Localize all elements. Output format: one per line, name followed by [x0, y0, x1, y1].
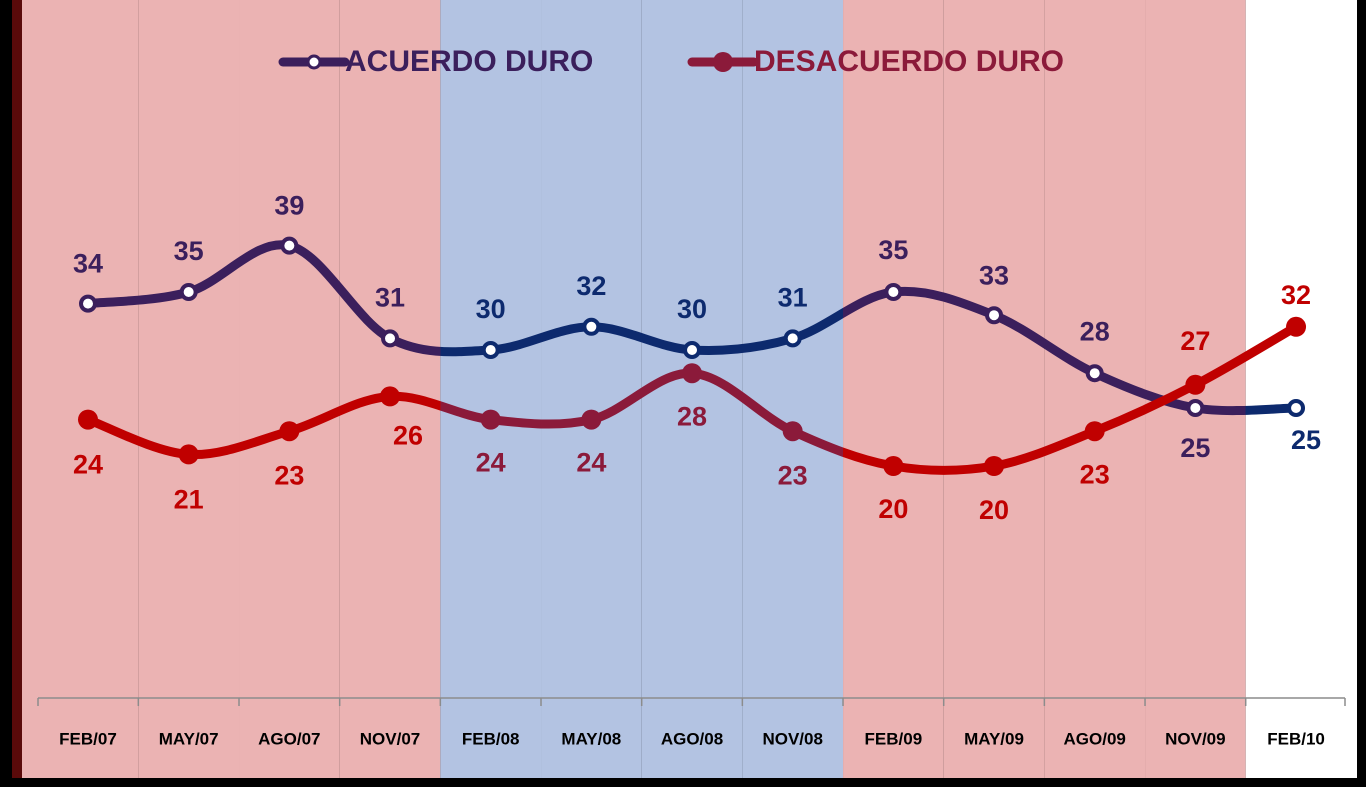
data-label: 28 — [677, 401, 707, 431]
legend-label: DESACUERDO DURO — [754, 45, 1064, 78]
point — [1084, 421, 1105, 442]
point — [683, 341, 702, 359]
point — [179, 283, 198, 301]
point — [280, 236, 299, 255]
data-label: 25 — [1180, 433, 1210, 463]
point — [1185, 374, 1206, 395]
data-label: 23 — [1080, 459, 1110, 489]
point — [481, 341, 500, 359]
point — [984, 456, 1005, 476]
point — [985, 306, 1004, 325]
band — [843, 0, 944, 778]
point — [1287, 399, 1306, 417]
data-label: 20 — [878, 494, 908, 524]
point — [79, 294, 97, 313]
point — [782, 421, 803, 442]
x-tick-label: AGO/08 — [661, 729, 723, 748]
point — [883, 456, 904, 476]
point — [1085, 364, 1104, 383]
x-tick-label: AGO/09 — [1064, 729, 1126, 748]
data-label: 31 — [778, 283, 808, 313]
data-label: 23 — [778, 460, 808, 490]
data-label: 30 — [677, 294, 707, 324]
band — [440, 0, 542, 778]
point — [884, 283, 903, 301]
point — [1286, 316, 1307, 337]
data-label: 23 — [274, 460, 304, 490]
x-tick-label: NOV/09 — [1165, 729, 1225, 748]
data-label: 32 — [576, 271, 606, 301]
point — [78, 409, 98, 430]
data-label: 24 — [73, 450, 103, 480]
point — [682, 363, 703, 384]
data-label: 26 — [393, 421, 423, 451]
band — [1245, 0, 1357, 778]
data-label: 20 — [979, 495, 1009, 525]
legend-marker — [713, 52, 733, 72]
point — [582, 317, 601, 336]
point — [783, 329, 802, 348]
data-label: 32 — [1281, 280, 1311, 310]
data-label: 24 — [476, 448, 506, 478]
x-tick-label: FEB/08 — [462, 729, 520, 748]
point — [381, 329, 400, 348]
point — [480, 409, 501, 430]
data-label: 33 — [979, 260, 1009, 290]
x-tick-label: AGO/07 — [258, 729, 320, 748]
data-label: 35 — [878, 235, 908, 265]
data-label: 21 — [174, 485, 204, 515]
legend-label: ACUERDO DURO — [345, 45, 593, 78]
x-tick-label: MAY/08 — [561, 729, 621, 748]
point — [279, 421, 300, 442]
band — [742, 0, 844, 778]
band — [943, 0, 1045, 778]
data-label: 34 — [73, 249, 103, 279]
x-tick-label: MAY/07 — [159, 729, 219, 748]
point — [581, 409, 602, 430]
band — [138, 0, 240, 778]
data-label: 27 — [1180, 326, 1210, 356]
band — [239, 0, 340, 778]
x-tick-label: FEB/10 — [1267, 729, 1325, 748]
point — [178, 444, 199, 465]
data-label: 31 — [375, 283, 405, 313]
band — [541, 0, 642, 778]
data-label: 28 — [1080, 316, 1110, 346]
data-label: 25 — [1291, 425, 1321, 455]
data-label: 24 — [576, 448, 606, 478]
x-tick-label: MAY/09 — [964, 729, 1024, 748]
data-label: 39 — [274, 191, 304, 221]
x-tick-label: FEB/09 — [865, 729, 923, 748]
x-tick-label: FEB/07 — [59, 729, 117, 748]
legend-marker — [306, 54, 322, 70]
band — [22, 0, 139, 778]
data-label: 30 — [476, 294, 506, 324]
data-label: 35 — [174, 236, 204, 266]
x-tick-label: NOV/07 — [360, 729, 420, 748]
frame-strip — [12, 0, 22, 778]
point — [1186, 399, 1205, 417]
x-tick-label: NOV/08 — [762, 729, 822, 748]
point — [380, 386, 401, 407]
